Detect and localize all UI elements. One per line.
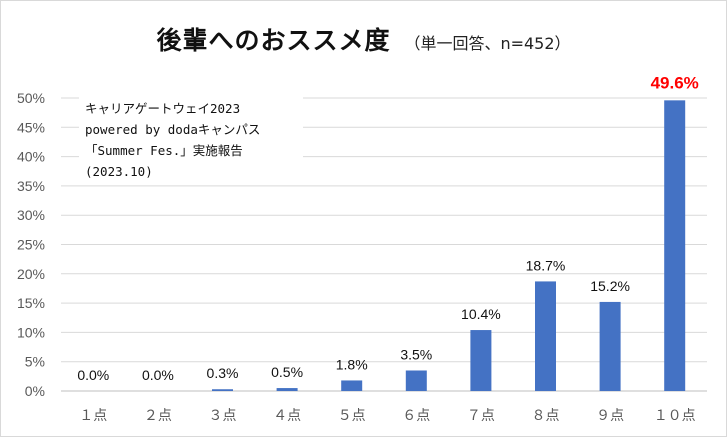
data-label: 3.5% [400,346,432,362]
annotation-line: (2023.10) [85,164,153,179]
y-tick-label: 45% [17,119,45,135]
chart-title-main: 後輩へのおススメ度 [156,26,391,55]
data-label: 1.8% [336,356,368,372]
y-tick-label: 40% [17,149,45,165]
data-label: 10.4% [461,306,501,322]
x-tick-label: １０点 [654,408,696,424]
bar [212,389,233,391]
data-label: 0.3% [207,365,239,381]
y-tick-label: 10% [17,324,45,340]
annotation-line: キャリアゲートウェイ2023 [85,101,241,116]
x-tick-label: ３点 [209,408,237,424]
bar [341,380,363,391]
bar [470,330,492,391]
bar [599,301,621,391]
x-tick-label: ５点 [338,408,366,424]
annotation-line: powered by dodaキャンパス [85,122,261,137]
x-tick-label: ９点 [596,408,624,424]
x-tick-label: １点 [79,408,107,424]
x-tick-label: ８点 [532,408,560,424]
y-tick-label: 25% [17,237,45,253]
y-tick-label: 15% [17,295,45,311]
x-tick-label: ６点 [402,408,430,424]
bar [276,388,298,391]
x-tick-label: ２点 [144,408,172,424]
y-tick-label: 5% [25,354,45,370]
x-tick-label: ７点 [467,408,495,424]
annotation-line: 「Summer Fes.」実施報告 [85,143,243,158]
y-tick-label: 30% [17,207,45,223]
data-label: 0.5% [271,364,303,380]
data-label: 15.2% [590,278,630,294]
x-tick-label: ４点 [273,408,301,424]
y-tick-label: 20% [17,266,45,282]
bar [405,370,427,391]
data-label: 18.7% [526,257,566,273]
data-label: 49.6% [651,73,699,92]
y-tick-label: 50% [17,90,45,106]
data-label: 0.0% [77,367,109,383]
bar [535,281,556,391]
y-tick-label: 35% [17,178,45,194]
source-annotation: キャリアゲートウェイ2023 powered by dodaキャンパス 「Sum… [79,93,303,185]
y-tick-label: 0% [25,383,45,399]
chart-title: 後輩へのおススメ度 （単一回答、n=452） [1,21,726,57]
chart-subtitle: （単一回答、n=452） [404,34,571,53]
bar [664,100,686,392]
data-label: 0.0% [142,367,174,383]
